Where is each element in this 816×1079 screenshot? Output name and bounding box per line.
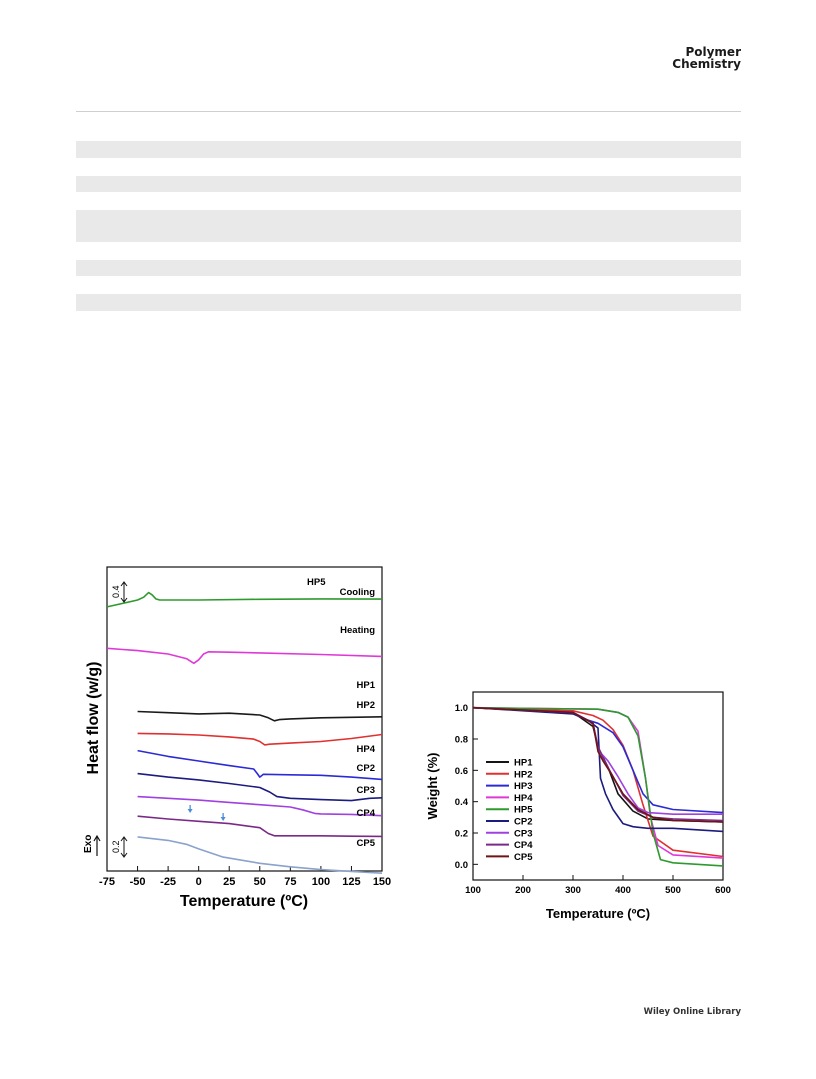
dsc-exo-arrow-head (93, 834, 101, 842)
journal-logo: Polymer Chemistry (672, 46, 741, 70)
tga-y-tick-label: 0.8 (455, 735, 468, 746)
table-row-band (76, 210, 741, 242)
tga-legend-label: CP5 (514, 852, 533, 863)
tga-x-axis-label: Temperature (ºC) (546, 906, 650, 921)
tga-legend-label: HP2 (514, 769, 532, 780)
table-row-band (76, 260, 741, 276)
dsc-scale-top-label: 0.4 (111, 585, 121, 598)
tga-y-tick-label: 1.0 (455, 703, 468, 714)
dsc-series-label: CP5 (357, 838, 376, 849)
dsc-plot-frame (106, 566, 383, 872)
footer-publisher: Wiley Online Library (643, 1007, 741, 1017)
dsc-x-tick-label: -50 (130, 876, 146, 888)
dsc-scale-bottom-label: 0.2 (111, 840, 121, 853)
dsc-x-tick-label: 125 (342, 876, 360, 888)
dsc-x-axis-label: Temperature (ºC) (180, 893, 308, 910)
journal-name-line1: Polymer (685, 45, 741, 59)
dsc-series-label: Cooling (340, 587, 376, 598)
journal-name-line2: Chemistry (672, 57, 741, 71)
tga-x-tick-label: 400 (615, 885, 631, 896)
tga-x-tick-label: 300 (565, 885, 581, 896)
header-rule (76, 111, 741, 112)
dsc-series-line (137, 815, 383, 838)
tga-legend-label: HP5 (514, 805, 533, 816)
dsc-scale-top-arrow-down (120, 597, 128, 603)
dsc-series-label: Heating (340, 625, 375, 636)
dsc-series-line (137, 749, 383, 781)
tga-y-tick-label: 0.2 (455, 829, 468, 840)
tga-series-line (472, 706, 724, 833)
tga-series-line (472, 706, 724, 823)
dsc-x-tick-label: 25 (223, 876, 235, 888)
dsc-scale-top-arrow-up (120, 581, 128, 587)
dsc-series-line (137, 710, 383, 722)
dsc-x-tick-label: 0 (196, 876, 202, 888)
dsc-x-tick-label: -75 (99, 876, 115, 888)
table-row-band (76, 141, 741, 158)
dsc-series-line (106, 647, 383, 665)
dsc-y-axis-label: Heat flow (w/g) (85, 662, 102, 775)
dsc-series-name: HP5 (307, 577, 326, 588)
dsc-series-label: HP4 (357, 744, 376, 755)
dsc-series-line (137, 795, 383, 817)
table-row-band (76, 176, 741, 192)
tga-series-line (472, 706, 724, 822)
dsc-x-tick-label: 150 (373, 876, 391, 888)
dsc-x-tick-label: 50 (254, 876, 266, 888)
tga-legend-label: HP1 (514, 758, 533, 769)
tga-series-line (472, 706, 724, 858)
dsc-x-tick-label: 75 (284, 876, 296, 888)
dsc-series-label: CP2 (357, 763, 375, 774)
dsc-x-tick-label: -25 (160, 876, 176, 888)
tga-legend-label: CP2 (514, 817, 532, 828)
tga-x-tick-label: 600 (715, 885, 731, 896)
tga-y-tick-label: 0.4 (455, 797, 469, 808)
dsc-series-label: HP1 (357, 680, 376, 691)
tga-legend-label: CP4 (514, 840, 533, 851)
tga-y-tick-label: 0.0 (455, 860, 468, 871)
tga-y-tick-label: 0.6 (455, 766, 468, 777)
dsc-series-label: HP2 (357, 700, 375, 711)
tga-series-line (472, 706, 724, 823)
dsc-series-line (137, 772, 383, 802)
tga-series-line (472, 706, 724, 867)
dsc-series-label: CP3 (357, 785, 375, 796)
dsc-series-line (137, 732, 383, 746)
tga-y-axis-label: Weight (%) (425, 753, 440, 820)
tga-legend-label: HP4 (514, 793, 533, 804)
dsc-series-label: CP4 (357, 808, 376, 819)
dsc-series-line (106, 591, 383, 608)
tga-legend-label: CP3 (514, 828, 532, 839)
dsc-transition-arrow-head (187, 809, 193, 813)
dsc-x-tick-label: 100 (312, 876, 330, 888)
tga-series-line (472, 706, 724, 814)
tga-plot-frame (472, 691, 724, 881)
tga-legend-label: HP3 (514, 781, 532, 792)
dsc-scale-bottom-arrow-up (120, 836, 128, 842)
tga-x-tick-label: 500 (665, 885, 681, 896)
dsc-transition-arrow-head (220, 817, 226, 821)
dsc-scale-bottom-arrow-down (120, 852, 128, 858)
dsc-exo-label: Exo (83, 835, 94, 853)
table-row-band (76, 294, 741, 311)
dsc-series-line (137, 836, 383, 874)
tga-x-tick-label: 100 (465, 885, 481, 896)
tga-x-tick-label: 200 (515, 885, 531, 896)
